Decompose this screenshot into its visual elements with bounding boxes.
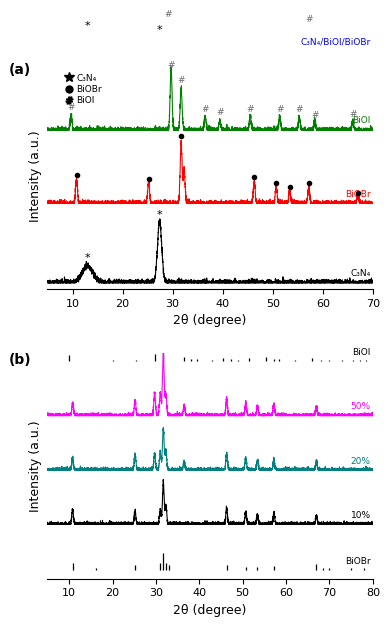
Text: (b): (b) <box>9 353 31 367</box>
Text: 10%: 10% <box>351 511 371 520</box>
Text: (a): (a) <box>9 63 30 77</box>
Text: #: # <box>349 110 357 119</box>
Text: #: # <box>305 15 312 24</box>
Legend: C₃N₄, BiOBr, BiOI: C₃N₄, BiOBr, BiOI <box>62 70 106 109</box>
Text: #: # <box>67 104 75 112</box>
Y-axis label: Intensity (a.u.): Intensity (a.u.) <box>29 130 42 222</box>
Text: BiOBr: BiOBr <box>345 557 371 566</box>
Text: BiOBr: BiOBr <box>345 190 370 198</box>
Text: #: # <box>276 104 283 114</box>
Text: C₃N₄: C₃N₄ <box>350 269 370 278</box>
Text: 50%: 50% <box>351 403 371 411</box>
Text: #: # <box>216 108 223 117</box>
Text: #: # <box>311 111 319 121</box>
Text: 20%: 20% <box>351 457 371 466</box>
Text: #: # <box>164 10 171 19</box>
Text: *: * <box>85 252 90 263</box>
Text: #: # <box>246 105 254 114</box>
Text: #: # <box>201 105 209 114</box>
Text: #: # <box>167 61 175 70</box>
Y-axis label: Intensity (a.u.): Intensity (a.u.) <box>29 420 42 512</box>
Text: *: * <box>85 21 90 31</box>
X-axis label: 2θ (degree): 2θ (degree) <box>174 604 247 617</box>
Text: *: * <box>157 25 162 35</box>
Text: #: # <box>296 105 303 114</box>
Text: C₃N₄/BiOI/BiOBr: C₃N₄/BiOI/BiOBr <box>300 37 370 46</box>
Text: *: * <box>157 210 162 220</box>
Text: BiOI: BiOI <box>352 116 370 126</box>
X-axis label: 2θ (degree): 2θ (degree) <box>174 314 247 327</box>
Text: #: # <box>178 76 185 85</box>
Text: BiOI: BiOI <box>352 348 371 357</box>
